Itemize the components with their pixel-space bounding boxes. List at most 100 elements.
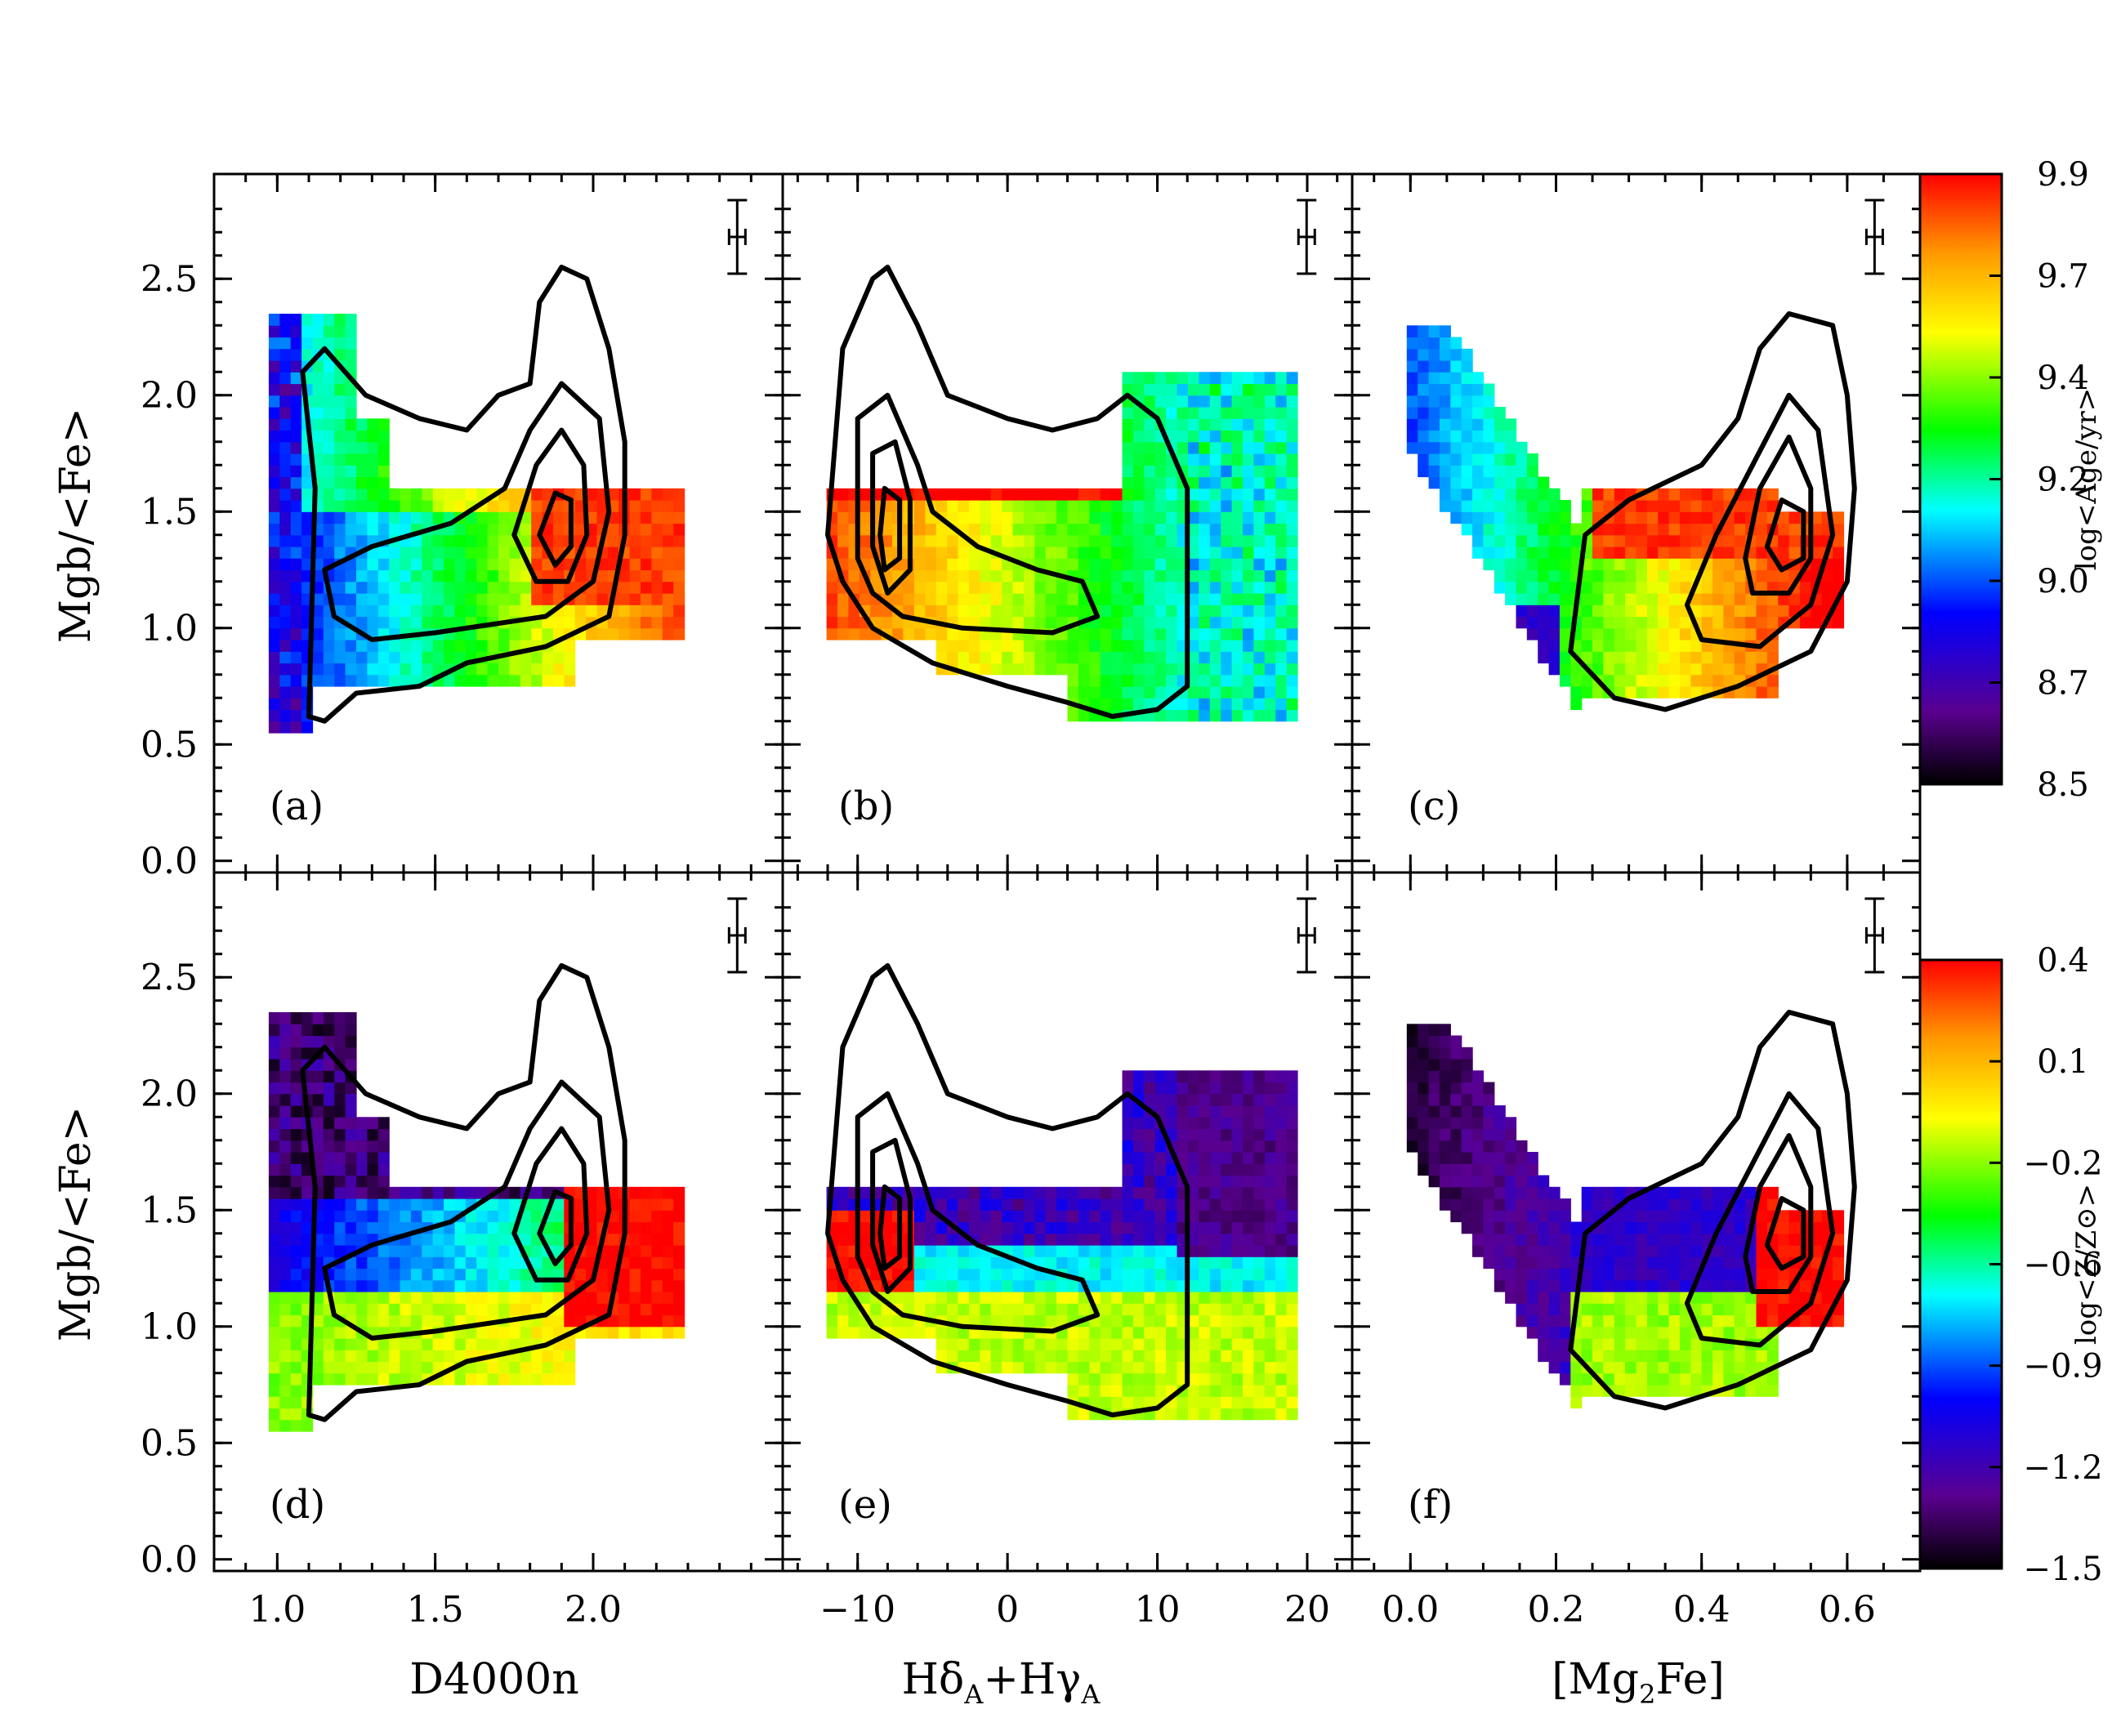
heatmap-cell bbox=[1023, 1268, 1035, 1281]
heatmap-cell bbox=[1132, 534, 1145, 547]
heatmap-cell bbox=[1636, 651, 1648, 664]
heatmap-cell bbox=[564, 1279, 576, 1292]
heatmap-cell bbox=[1505, 418, 1517, 431]
heatmap-cell bbox=[1592, 663, 1604, 676]
heatmap-cell bbox=[1428, 383, 1440, 396]
heatmap-cell bbox=[913, 627, 926, 640]
heatmap-cell bbox=[323, 1082, 335, 1095]
heatmap-cell bbox=[1253, 1221, 1266, 1234]
heatmap-cell bbox=[1516, 1245, 1528, 1257]
heatmap-cell bbox=[1264, 709, 1276, 722]
heatmap-cell bbox=[1428, 348, 1440, 361]
heatmap-cell bbox=[1286, 1385, 1298, 1397]
heatmap-cell bbox=[1089, 686, 1101, 698]
heatmap-cell bbox=[651, 1221, 663, 1234]
density-contour-3 bbox=[1743, 435, 1814, 596]
heatmap-cell bbox=[1209, 430, 1221, 443]
heatmap-cell bbox=[1658, 605, 1670, 618]
heatmap-cell bbox=[1712, 500, 1725, 512]
heatmap-cell bbox=[1406, 430, 1418, 443]
heatmap-cell bbox=[1614, 1210, 1626, 1223]
heatmap-cell bbox=[476, 523, 489, 536]
heatmap-cell bbox=[520, 1279, 532, 1292]
heatmap-cell bbox=[1286, 407, 1298, 419]
heatmap-cell bbox=[345, 1047, 357, 1060]
heatmap-cell bbox=[1286, 1117, 1298, 1130]
heatmap-cell bbox=[334, 453, 346, 466]
heatmap-cell bbox=[1243, 663, 1254, 676]
heatmap-cell bbox=[1154, 663, 1167, 676]
heatmap-cell bbox=[564, 1338, 576, 1350]
heatmap-cell bbox=[1646, 581, 1659, 594]
heatmap-cell bbox=[1253, 651, 1266, 664]
heatmap-cell bbox=[980, 1303, 992, 1316]
heatmap-cell bbox=[1516, 476, 1528, 489]
heatmap-cell bbox=[1538, 547, 1550, 559]
heatmap-cell bbox=[1002, 511, 1014, 524]
heatmap-cell bbox=[1668, 1279, 1681, 1292]
heatmap-cell bbox=[367, 1314, 379, 1328]
heatmap-cell bbox=[1625, 686, 1637, 698]
heatmap-cell bbox=[1199, 1372, 1211, 1386]
heatmap-cell bbox=[1023, 1245, 1035, 1257]
heatmap-cell bbox=[990, 1210, 1002, 1223]
heatmap-cell bbox=[1592, 616, 1604, 629]
heatmap-cell bbox=[651, 1314, 663, 1328]
heatmap-cell bbox=[323, 465, 335, 478]
heatmap-cell bbox=[629, 1303, 641, 1316]
heatmap-cell bbox=[1199, 698, 1211, 711]
heatmap-cell bbox=[673, 1303, 685, 1316]
heatmap-cell bbox=[520, 593, 532, 605]
heatmap-cell bbox=[641, 593, 652, 605]
heatmap-cell bbox=[279, 325, 292, 338]
heatmap-cell bbox=[290, 1198, 302, 1211]
heatmap-cell bbox=[1559, 1233, 1571, 1246]
heatmap-cell bbox=[1538, 558, 1550, 571]
heatmap-cell bbox=[1187, 1093, 1199, 1106]
heatmap-cell bbox=[1067, 627, 1079, 640]
heatmap-cell bbox=[673, 1256, 685, 1270]
heatmap-cell bbox=[1243, 511, 1254, 524]
heatmap-cell bbox=[323, 1012, 335, 1024]
heatmap-cell bbox=[290, 1396, 302, 1409]
heatmap-cell bbox=[323, 1128, 335, 1141]
heatmap-cell bbox=[1559, 1372, 1571, 1386]
heatmap-cell bbox=[1166, 640, 1178, 652]
heatmap-cell bbox=[531, 547, 543, 559]
heatmap-cell bbox=[1286, 1105, 1298, 1118]
heatmap-cell bbox=[1166, 383, 1178, 396]
heatmap-cell bbox=[1111, 616, 1123, 629]
heatmap-cell bbox=[1199, 395, 1211, 408]
heatmap-cell bbox=[542, 651, 554, 664]
heatmap-cell bbox=[1275, 1105, 1288, 1118]
heatmap-cell bbox=[487, 605, 499, 618]
heatmap-cell bbox=[1559, 663, 1571, 676]
heatmap-cell bbox=[1154, 1245, 1167, 1257]
heatmap-cell bbox=[662, 1186, 674, 1199]
heatmap-cell bbox=[629, 1326, 641, 1339]
heatmap-cell bbox=[1243, 1279, 1254, 1292]
heatmap-cell bbox=[334, 1350, 346, 1363]
heatmap-cell bbox=[1231, 1152, 1244, 1164]
heatmap-cell bbox=[1592, 651, 1604, 664]
heatmap-cell bbox=[1636, 1292, 1648, 1304]
heatmap-cell bbox=[1132, 1163, 1145, 1176]
heatmap-cell bbox=[1286, 1175, 1298, 1188]
heatmap-cell bbox=[1668, 523, 1681, 536]
heatmap-cell bbox=[1461, 348, 1473, 361]
heatmap-cell bbox=[552, 1372, 565, 1386]
heatmap-cell bbox=[377, 581, 390, 594]
heatmap-cell bbox=[1603, 500, 1615, 512]
heatmap-cell bbox=[1712, 605, 1725, 618]
heatmap-cell bbox=[1122, 430, 1134, 443]
heatmap-cell bbox=[1100, 1303, 1112, 1316]
heatmap-cell bbox=[356, 663, 368, 676]
heatmap-cell bbox=[389, 1279, 401, 1292]
heatmap-cell bbox=[1690, 523, 1703, 536]
heatmap-cell bbox=[1450, 1198, 1462, 1211]
heatmap-cell bbox=[1264, 1372, 1276, 1386]
heatmap-cell bbox=[925, 534, 937, 547]
heatmap-cell bbox=[552, 1314, 565, 1328]
heatmap-cell bbox=[323, 534, 335, 547]
heatmap-cell bbox=[935, 651, 948, 664]
